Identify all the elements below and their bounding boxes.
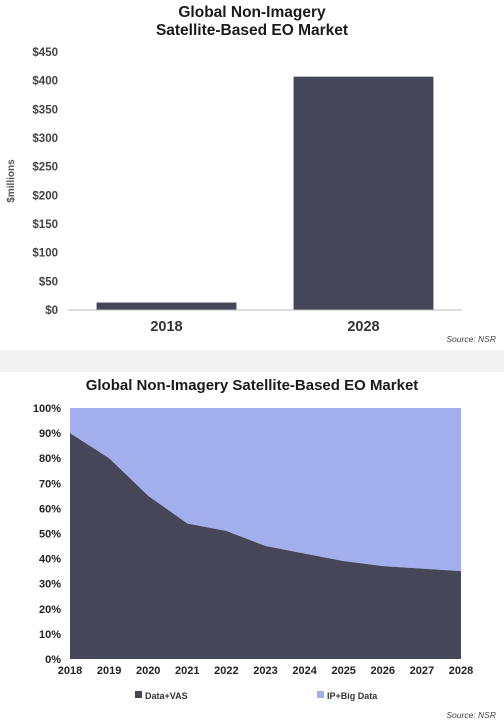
y-tick-label: 20% [39, 604, 61, 616]
y-tick-label: 70% [39, 478, 61, 490]
area-chart-title: Global Non-Imagery Satellite-Based EO Ma… [85, 377, 419, 394]
y-tick-label: $0 [45, 305, 58, 317]
x-tick-label: 2025 [331, 665, 355, 677]
y-tick-label: $450 [32, 47, 58, 59]
legend-swatch [135, 691, 142, 698]
y-tick-label: $400 [32, 76, 58, 88]
x-tick-label: 2018 [150, 319, 182, 335]
y-tick-label: 90% [39, 428, 61, 440]
y-tick-label: 60% [39, 503, 61, 515]
x-tick-label: 2022 [214, 665, 238, 677]
legend-label: IP+Big Data [327, 691, 378, 701]
bar-2018 [96, 302, 237, 310]
x-tick-label: 2027 [410, 665, 434, 677]
area-series-ip-big-data [70, 408, 461, 572]
area-chart-source: Source: NSR [446, 710, 496, 720]
bar-chart-title-line1: Global Non-Imagery [178, 4, 326, 21]
legend-swatch [317, 691, 324, 698]
area-chart-plot: 0% 10% 20% 30% 40% 50% 60% 70% 80% 90% 100% 2018 201… [33, 403, 473, 701]
x-tick-label: 2028 [347, 319, 379, 335]
y-tick-label: $50 [39, 276, 58, 288]
y-tick-label: $350 [32, 104, 58, 116]
y-tick-label: $200 [32, 190, 58, 202]
x-tick-label: 2024 [292, 665, 317, 677]
bar-chart-panel: Global Non-Imagery Satellite-Based EO Ma… [0, 0, 504, 350]
y-tick-label: $300 [32, 133, 58, 145]
x-tick-label: 2023 [253, 665, 277, 677]
bar-2028 [293, 76, 434, 310]
x-tick-label: 2028 [449, 665, 473, 677]
y-tick-label: 100% [33, 403, 61, 415]
bar-chart-plot: $0 $50 $100 $150 $200 $250 $300 $350 $400 $450 $mi… [6, 47, 462, 335]
x-tick-label: 2019 [97, 665, 121, 677]
y-tick-label: 50% [39, 529, 61, 541]
y-tick-label: 30% [39, 579, 61, 591]
bar-chart-title-line2: Satellite-Based EO Market [155, 22, 349, 39]
y-tick-label: $250 [32, 162, 58, 174]
x-tick-label: 2026 [371, 665, 395, 677]
legend-label: Data+VAS [145, 691, 188, 701]
bar-chart-source: Source: NSR [446, 334, 496, 344]
y-axis-label: $millions [6, 159, 17, 203]
y-tick-label: $100 [32, 248, 58, 260]
x-tick-label: 2018 [58, 665, 82, 677]
y-tick-label: 0% [45, 654, 61, 666]
y-tick-label: 10% [39, 629, 61, 641]
y-tick-label: 80% [39, 453, 61, 465]
x-tick-label: 2021 [175, 665, 199, 677]
x-tick-label: 2020 [136, 665, 160, 677]
y-tick-label: 40% [39, 554, 61, 566]
area-chart-panel: Global Non-Imagery Satellite-Based EO Ma… [0, 372, 504, 726]
y-tick-label: $150 [32, 219, 58, 231]
